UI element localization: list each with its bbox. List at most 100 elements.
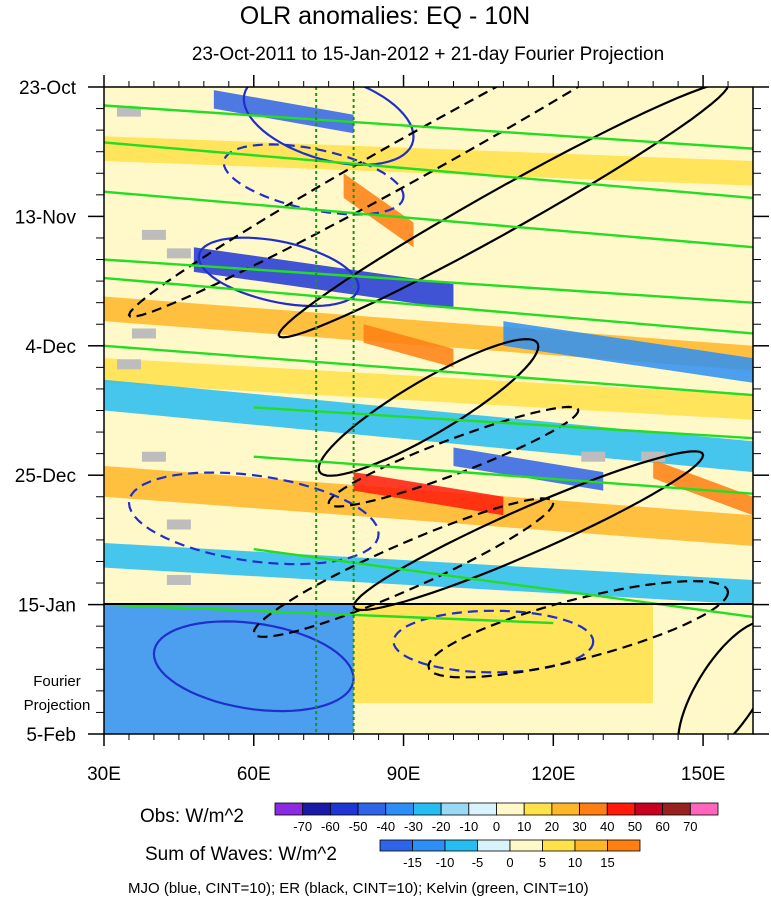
kelvin-contour: [253, 406, 753, 440]
waves-colorbar-level-label: 15: [600, 855, 614, 870]
kelvin-contour: [104, 344, 753, 397]
obs-colorbar-swatch: [468, 802, 497, 816]
obs-colorbar: Obs: W/m^2 -70 -60 -50 -40 -30 -20 -10 0 10 20 30 4…: [140, 802, 719, 834]
y-tick-label: 5-Feb: [26, 725, 76, 746]
missing-data-cell: [641, 451, 666, 462]
plot-area: [104, 87, 753, 734]
footnote: MJO (blue, CINT=10); ER (black, CINT=10)…: [128, 880, 589, 897]
obs-colorbar-swatch: [662, 802, 691, 816]
missing-data-cell: [581, 451, 606, 462]
waves-colorbar-swatch: [574, 839, 608, 852]
missing-data-cell: [116, 106, 141, 117]
obs-colorbar-level-label: 0: [493, 819, 500, 834]
er-contour: [127, 87, 580, 318]
anomaly-band: [104, 358, 753, 420]
chart-title: OLR anomalies: EQ - 10N: [240, 2, 530, 30]
missing-data-cell: [166, 248, 191, 259]
y-tick-label: 25-Dec: [15, 466, 76, 487]
kelvin-contour: [104, 190, 753, 249]
projection-field-patch: [653, 604, 753, 734]
anomaly-band: [104, 379, 753, 473]
obs-colorbar-level-label: 50: [628, 819, 642, 834]
x-tick-label: 30E: [87, 764, 121, 785]
axes: 30E 60E 90E 120E 150E 23-Oct 13-Nov 4-Dec 25-Dec…: [15, 75, 769, 785]
er-contour: [277, 87, 729, 339]
er-contour: [427, 579, 730, 679]
obs-colorbar-label: Obs: W/m^2: [140, 806, 244, 827]
obs-colorbar-swatch: [634, 802, 664, 816]
waves-colorbar-swatch: [444, 839, 478, 852]
missing-data-cell: [166, 519, 191, 530]
waves-colorbar-swatch: [509, 839, 543, 852]
kelvin-contour: [104, 141, 753, 200]
er-contour: [352, 450, 705, 612]
obs-colorbar-level-label: 70: [683, 819, 697, 834]
kelvin-contour: [104, 276, 753, 335]
y-tick-label: 23-Oct: [19, 78, 77, 99]
y-tick-label: 15-Jan: [18, 596, 76, 617]
missing-data-layer: [116, 106, 666, 585]
y-tick-label: 13-Nov: [15, 207, 77, 228]
anomaly-band: [503, 321, 753, 383]
kelvin-contour: [104, 258, 753, 304]
projection-field-patch: [353, 604, 654, 704]
obs-colorbar-level-label: -30: [404, 819, 423, 834]
obs-colorbar-level-label: 10: [517, 819, 531, 834]
obs-colorbar-swatch: [551, 802, 580, 816]
kelvin-contour-layer: [104, 104, 753, 625]
obs-colorbar-level-label: -70: [293, 819, 312, 834]
obs-colorbar-level-label: -50: [349, 819, 368, 834]
obs-colorbar-swatch: [606, 802, 636, 816]
waves-colorbar-level-label: -5: [472, 855, 484, 870]
obs-colorbar-level-label: -60: [321, 819, 340, 834]
obs-colorbar-swatch: [302, 802, 331, 816]
er-contour-layer: [127, 87, 753, 734]
kelvin-contour: [104, 104, 753, 150]
obs-colorbar-swatch: [274, 802, 304, 816]
projection-label-line1: Fourier: [33, 673, 81, 690]
obs-colorbar-swatch: [689, 802, 719, 816]
waves-colorbar-swatch: [542, 839, 576, 852]
waves-colorbar-label: Sum of Waves: W/m^2: [145, 844, 337, 865]
missing-data-cell: [116, 359, 141, 370]
kelvin-contour: [253, 455, 753, 495]
waves-colorbar-level-label: 10: [568, 855, 582, 870]
obs-colorbar-swatch: [357, 802, 387, 816]
anomaly-band: [353, 472, 504, 516]
obs-colorbar-swatch: [329, 802, 359, 816]
waves-colorbar-level-label: 0: [506, 855, 513, 870]
mjo-contour: [152, 620, 355, 713]
missing-data-cell: [141, 451, 166, 462]
anomaly-band: [653, 459, 753, 516]
obs-colorbar-swatch: [523, 802, 553, 816]
waves-colorbar-level-label: -10: [436, 855, 455, 870]
obs-colorbar-level-label: -20: [432, 819, 451, 834]
obs-colorbar-level-label: 60: [655, 819, 669, 834]
waves-colorbar-level-label: 5: [539, 855, 546, 870]
x-tick-label: 60E: [237, 764, 271, 785]
missing-data-cell: [131, 328, 156, 339]
mjo-contour: [197, 236, 360, 308]
waves-colorbar: Sum of Waves: W/m^2 -15 -10 -5 0 5 10 15: [145, 839, 641, 870]
obs-colorbar-swatch: [385, 802, 414, 816]
waves-colorbar-swatch: [412, 839, 446, 852]
obs-colorbar-swatch: [413, 802, 442, 816]
projection-label-line2: Projection: [24, 697, 91, 714]
missing-data-cell: [141, 229, 166, 240]
kelvin-contour: [104, 603, 554, 625]
er-contour: [317, 337, 540, 477]
obs-colorbar-level-label: 40: [600, 819, 614, 834]
x-tick-label: 150E: [681, 764, 725, 785]
anomaly-band: [343, 173, 414, 248]
obs-colorbar-swatch: [440, 802, 470, 816]
x-tick-label: 90E: [387, 764, 421, 785]
chart-subtitle: 23-Oct-2011 to 15-Jan-2012 + 21-day Four…: [192, 44, 664, 65]
missing-data-cell: [166, 574, 191, 585]
obs-colorbar-swatch: [496, 802, 525, 816]
kelvin-contour: [253, 547, 753, 619]
er-contour: [327, 405, 580, 508]
obs-colorbar-swatch: [579, 802, 608, 816]
mjo-contour: [127, 471, 380, 566]
er-contour: [252, 497, 555, 638]
